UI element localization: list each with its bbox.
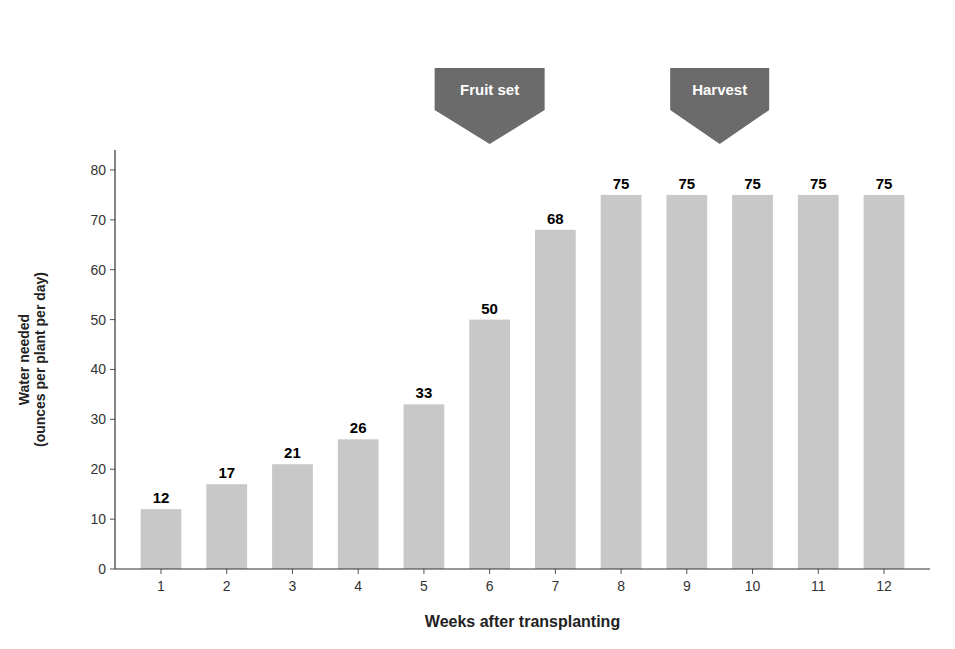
- data-label: 75: [810, 175, 827, 192]
- y-tick-label: 80: [90, 162, 106, 178]
- bar: [338, 439, 379, 569]
- x-tick: [226, 569, 227, 574]
- chart-container: 0102030405060708012345678910111212172126…: [0, 0, 955, 649]
- data-label: 33: [416, 384, 433, 401]
- x-tick: [423, 569, 424, 574]
- annotations: Fruit set Harvest: [435, 68, 770, 144]
- y-tick: [110, 269, 115, 270]
- data-label: 12: [153, 489, 170, 506]
- x-tick-label: 6: [486, 578, 494, 594]
- x-tick: [161, 569, 162, 574]
- y-tick: [110, 319, 115, 320]
- y-tick: [110, 569, 115, 570]
- y-tick: [110, 169, 115, 170]
- annotation-text: Harvest: [692, 81, 747, 98]
- y-tick-label: 50: [90, 312, 106, 328]
- annotation-text: Fruit set: [460, 81, 519, 98]
- data-labels: 12 17 21 26 33 50 68 75 75 75 75 75: [153, 175, 893, 506]
- bar: [141, 509, 182, 569]
- y-axis-label-line: (ounces per plant per day): [32, 272, 48, 447]
- x-tick: [358, 569, 359, 574]
- x-tick-label: 9: [683, 578, 691, 594]
- data-label: 50: [481, 300, 498, 317]
- y-axis-line: [114, 150, 115, 569]
- y-tick-label: 40: [90, 361, 106, 377]
- x-tick-label: 11: [811, 578, 826, 594]
- y-tick-label: 30: [90, 411, 106, 427]
- x-tick: [621, 569, 622, 574]
- y-tick: [110, 419, 115, 420]
- chart: 0102030405060708012345678910111212172126…: [0, 0, 955, 649]
- bar: [864, 195, 905, 569]
- data-label: 75: [744, 175, 761, 192]
- bar: [535, 230, 576, 569]
- bar: [666, 195, 707, 569]
- bar: [272, 464, 313, 569]
- x-tick: [818, 569, 819, 574]
- bar: [732, 195, 773, 569]
- x-tick: [489, 569, 490, 574]
- bar: [206, 484, 247, 569]
- x-tick: [292, 569, 293, 574]
- bar: [469, 320, 510, 569]
- y-tick-label: 60: [90, 262, 106, 278]
- bar: [404, 404, 445, 569]
- x-axis-line: [115, 568, 930, 569]
- bar: [798, 195, 839, 569]
- x-tick-label: 7: [551, 578, 559, 594]
- annotation-arrow: [435, 68, 545, 144]
- data-label: 75: [876, 175, 893, 192]
- x-tick-label: 5: [420, 578, 428, 594]
- data-label: 68: [547, 210, 564, 227]
- x-tick-label: 1: [157, 578, 165, 594]
- x-tick: [752, 569, 753, 574]
- y-tick-label: 10: [90, 511, 106, 527]
- y-tick: [110, 469, 115, 470]
- data-label: 26: [350, 419, 367, 436]
- x-tick: [686, 569, 687, 574]
- data-label: 17: [218, 464, 235, 481]
- bar: [601, 195, 642, 569]
- data-label: 21: [284, 444, 301, 461]
- y-tick: [110, 519, 115, 520]
- x-tick-label: 10: [745, 578, 761, 594]
- annotation-arrow: [670, 68, 769, 144]
- bars: [141, 195, 905, 569]
- data-label: 75: [678, 175, 695, 192]
- x-tick-label: 3: [289, 578, 297, 594]
- y-tick-label: 70: [90, 212, 106, 228]
- x-axis-label: Weeks after transplanting: [425, 613, 620, 630]
- y-axis-label-line: Water needed: [16, 314, 32, 405]
- x-tick: [555, 569, 556, 574]
- x-tick-label: 8: [617, 578, 625, 594]
- x-tick: [883, 569, 884, 574]
- y-tick-label: 20: [90, 461, 106, 477]
- data-label: 75: [613, 175, 630, 192]
- y-tick: [110, 369, 115, 370]
- x-tick-label: 12: [876, 578, 892, 594]
- y-tick: [110, 219, 115, 220]
- y-axis-label: Water needed(ounces per plant per day): [16, 272, 49, 447]
- y-ticks: 0 10 20 30 40 50 60 70 80: [90, 162, 115, 577]
- x-ticks: 123456789101112: [157, 569, 892, 594]
- x-tick-label: 2: [223, 578, 231, 594]
- y-tick-label: 0: [98, 561, 106, 577]
- x-tick-label: 4: [354, 578, 362, 594]
